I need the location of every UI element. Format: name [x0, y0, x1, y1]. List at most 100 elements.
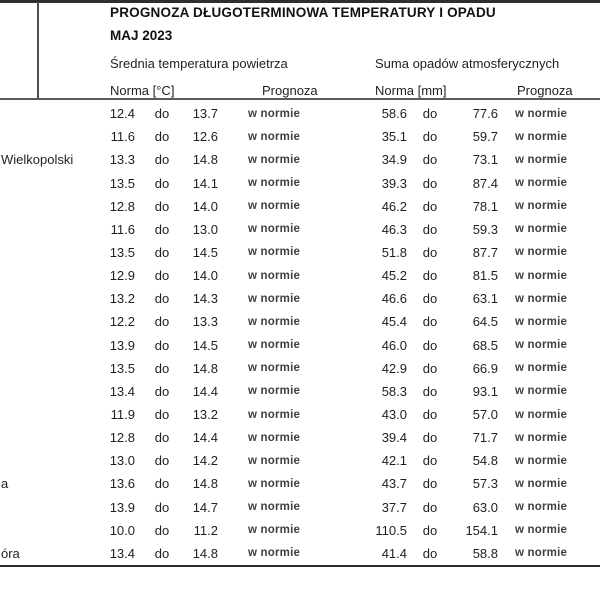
precip-norm-high-cell: 58.8 [472, 545, 498, 561]
temp-norm-low-cell: 13.0 [109, 453, 135, 469]
temp-norm-low-cell: 13.5 [109, 175, 135, 191]
temp-range-word: do [154, 499, 170, 515]
temp-forecast-cell: w normie [248, 431, 301, 444]
precip-norm-low-cell: 46.0 [381, 337, 407, 353]
table-row: 12.8 do 14.0 w normie 46.2 do 78.1 w nor… [0, 195, 600, 218]
temp-norm-low-cell: 13.5 [109, 360, 135, 376]
temp-norm-high-cell: 14.8 [192, 545, 218, 561]
precip-range-word: do [422, 522, 438, 538]
table-top-border [0, 0, 600, 3]
temp-forecast-cell: w normie [248, 408, 301, 421]
precip-forecast-cell: w normie [515, 547, 568, 560]
city-name-cell [1, 171, 93, 194]
precip-norm-high-cell: 73.1 [472, 152, 498, 168]
precip-forecast-cell: w normie [515, 269, 568, 282]
temp-range-word: do [154, 430, 170, 446]
table-row: a 13.6 do 14.8 w normie 43.7 do 57.3 w n… [0, 472, 600, 495]
temp-forecast-cell: w normie [248, 362, 301, 375]
temp-norm-high-cell: 13.7 [192, 106, 218, 122]
page-title: PROGNOZA DŁUGOTERMINOWA TEMPERATURY I OP… [110, 5, 496, 20]
city-name-cell [1, 496, 93, 519]
precip-norm-high-cell: 87.4 [472, 175, 498, 191]
city-name-cell [1, 310, 93, 333]
temp-range-word: do [154, 360, 170, 376]
temp-norm-low-cell: 13.9 [109, 499, 135, 515]
temp-norm-low-cell: 12.9 [109, 268, 135, 284]
temp-norm-high-cell: 14.8 [192, 152, 218, 168]
precip-norm-low-cell: 46.6 [381, 291, 407, 307]
table-row: óra 13.4 do 14.8 w normie 41.4 do 58.8 w… [0, 542, 600, 565]
precip-forecast-cell: w normie [515, 431, 568, 444]
precip-norm-high-cell: 59.3 [472, 221, 498, 237]
precip-forecast-cell: w normie [515, 107, 568, 120]
precip-range-word: do [422, 129, 438, 145]
temp-range-word: do [154, 221, 170, 237]
temp-range-word: do [154, 545, 170, 561]
precip-forecast-cell: w normie [515, 177, 568, 190]
temp-norm-high-cell: 13.3 [192, 314, 218, 330]
temp-norm-high-cell: 14.2 [192, 453, 218, 469]
precip-forecast-cell: w normie [515, 362, 568, 375]
precip-norm-high-cell: 54.8 [472, 453, 498, 469]
temp-forecast-cell: w normie [248, 477, 301, 490]
precipitation-group-header: Suma opadów atmosferycznych [375, 56, 560, 71]
temp-forecast-cell: w normie [248, 339, 301, 352]
city-name-cell [1, 403, 93, 426]
temp-norm-low-cell: 13.3 [109, 152, 135, 168]
precip-norm-high-cell: 68.5 [472, 337, 498, 353]
city-name-cell [1, 102, 93, 125]
precip-norm-high-cell: 71.7 [472, 430, 498, 446]
precip-range-word: do [422, 244, 438, 260]
table-row: 13.5 do 14.5 w normie 51.8 do 87.7 w nor… [0, 241, 600, 264]
city-name-cell [1, 519, 93, 542]
city-name-cell: óra [1, 545, 20, 561]
precip-range-word: do [422, 314, 438, 330]
precip-norm-high-cell: 63.1 [472, 291, 498, 307]
temp-range-word: do [154, 129, 170, 145]
table-row: 11.9 do 13.2 w normie 43.0 do 57.0 w nor… [0, 403, 600, 426]
city-name-cell [1, 241, 93, 264]
precip-forecast-cell: w normie [515, 454, 568, 467]
temp-norm-high-cell: 14.0 [192, 268, 218, 284]
temp-norm-high-cell: 14.3 [192, 291, 218, 307]
precip-norm-high-cell: 63.0 [472, 499, 498, 515]
table-row: 12.8 do 14.4 w normie 39.4 do 71.7 w nor… [0, 426, 600, 449]
precip-range-word: do [422, 291, 438, 307]
precip-forecast-cell: w normie [515, 501, 568, 514]
precip-forecast-cell: w normie [515, 223, 568, 236]
precip-norm-low-cell: 58.6 [381, 106, 407, 122]
table-row: 12.9 do 14.0 w normie 45.2 do 81.5 w nor… [0, 264, 600, 287]
temp-forecast-cell: w normie [248, 524, 301, 537]
table-row: Wielkopolski 13.3 do 14.8 w normie 34.9 … [0, 148, 600, 171]
city-name-cell [1, 426, 93, 449]
temp-forecast-cell: w normie [248, 223, 301, 236]
precip-range-word: do [422, 360, 438, 376]
table-row: 13.5 do 14.8 w normie 42.9 do 66.9 w nor… [0, 357, 600, 380]
precip-forecast-cell: w normie [515, 524, 568, 537]
temp-norm-high-cell: 14.1 [192, 175, 218, 191]
precip-norm-low-cell: 51.8 [381, 244, 407, 260]
temp-range-word: do [154, 268, 170, 284]
city-name-cell: a [1, 476, 9, 492]
precip-norm-low-cell: 45.4 [381, 314, 407, 330]
city-name-cell [1, 357, 93, 380]
temp-norm-low-cell: 13.5 [109, 244, 135, 260]
temp-norm-high-cell: 14.0 [192, 198, 218, 214]
city-name-cell [1, 449, 93, 472]
precip-forecast-cell: w normie [515, 477, 568, 490]
precip-norm-high-cell: 81.5 [472, 268, 498, 284]
precip-norm-high-cell: 57.0 [472, 407, 498, 423]
precip-norm-high-cell: 59.7 [472, 129, 498, 145]
temp-norm-high-cell: 13.0 [192, 221, 218, 237]
precip-forecast-cell: w normie [515, 130, 568, 143]
precip-norm-high-cell: 64.5 [472, 314, 498, 330]
temp-norm-low-cell: 13.4 [109, 545, 135, 561]
precip-norm-low-cell: 43.7 [381, 476, 407, 492]
city-name-cell [1, 287, 93, 310]
temp-norm-high-cell: 12.6 [192, 129, 218, 145]
temp-range-word: do [154, 453, 170, 469]
temp-forecast-cell: w normie [248, 107, 301, 120]
temp-range-word: do [154, 522, 170, 538]
precip-range-word: do [422, 175, 438, 191]
